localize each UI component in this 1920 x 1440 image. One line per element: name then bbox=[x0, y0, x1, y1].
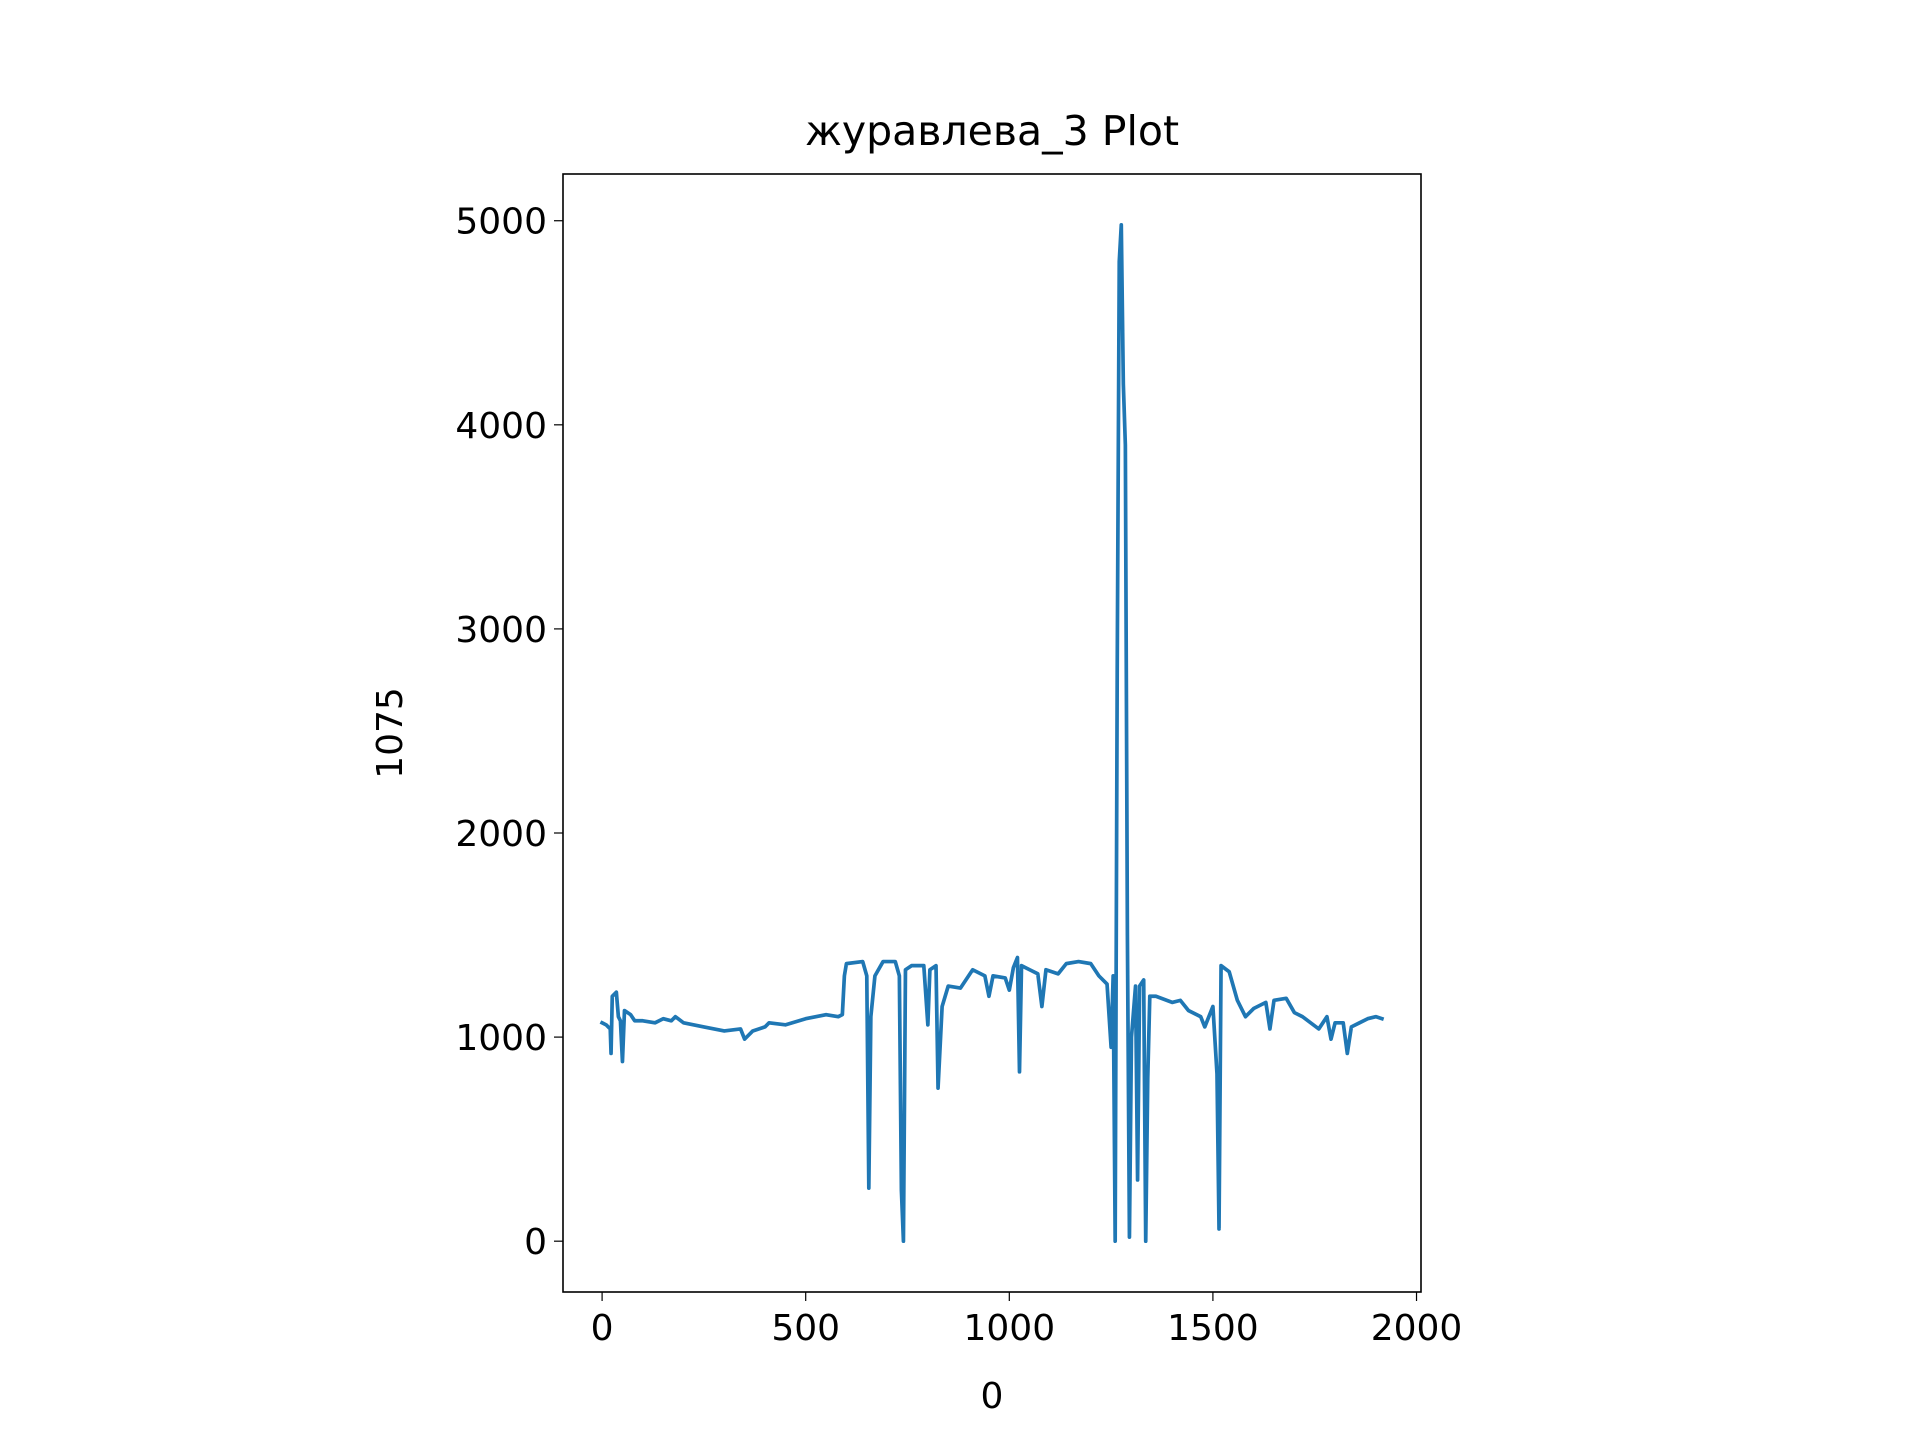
y-tick-label: 2000 bbox=[455, 814, 547, 855]
chart-title: журавлева_3 Plot bbox=[805, 107, 1179, 155]
y-tick-label: 5000 bbox=[455, 202, 547, 243]
x-tick-label: 500 bbox=[771, 1308, 840, 1349]
y-tick-label: 1000 bbox=[455, 1018, 547, 1059]
y-tick-label: 4000 bbox=[455, 406, 547, 447]
y-tick-label: 3000 bbox=[455, 610, 547, 651]
x-tick-label: 2000 bbox=[1371, 1308, 1463, 1349]
x-tick-label: 0 bbox=[591, 1308, 614, 1349]
y-axis-label: 1075 bbox=[370, 687, 411, 779]
plot-frame bbox=[562, 173, 1422, 1293]
x-axis-label: 0 bbox=[981, 1376, 1004, 1417]
y-tick-label: 0 bbox=[524, 1222, 547, 1263]
x-tick-label: 1500 bbox=[1167, 1308, 1259, 1349]
data-line bbox=[599, 222, 1385, 1244]
x-tick-label: 1000 bbox=[963, 1308, 1055, 1349]
